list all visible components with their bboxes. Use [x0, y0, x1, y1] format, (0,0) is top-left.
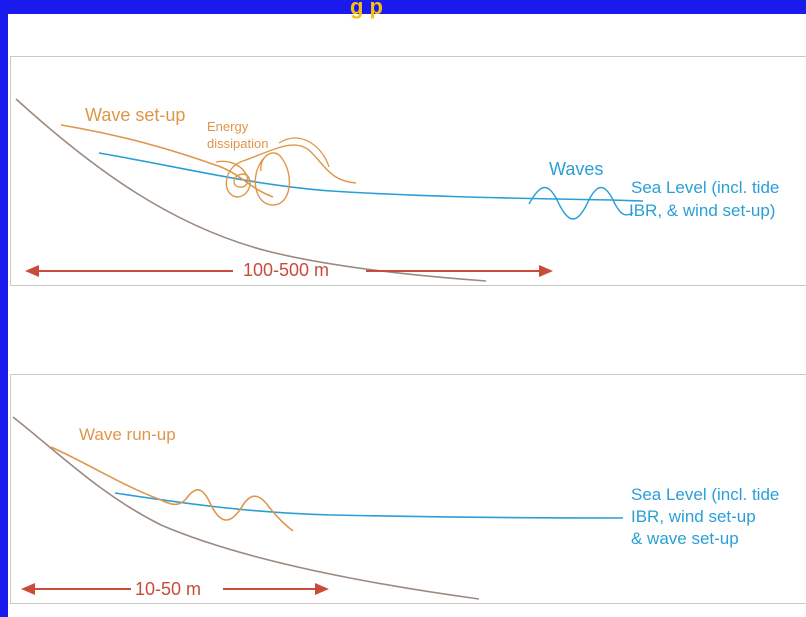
sea-level-label-line3: & wave set-up: [631, 529, 739, 548]
ground-profile: [15, 98, 487, 282]
breaking-wave-curl: [215, 144, 357, 198]
sea-level-label-line1: Sea Level (incl. tide: [631, 485, 780, 504]
distance-arrow-left-head: [21, 583, 35, 595]
breaking-wave-front: [254, 152, 291, 206]
energy-label-line1: Energy: [207, 119, 249, 134]
distance-arrow-right-head: [315, 583, 329, 595]
sea-level-label-line2: IBR, & wind set-up): [629, 201, 776, 220]
wave-setup-label: Wave set-up: [85, 105, 186, 125]
sea-level-label-line1: Sea Level (incl. tide: [631, 178, 780, 197]
top-diagram-panel: Wave set-up Energy dissipation Waves Sea…: [10, 56, 806, 286]
distance-label: 10-50 m: [135, 579, 202, 599]
distance-arrow-left-head: [25, 265, 39, 277]
slide-title-fragment: g p: [350, 0, 383, 19]
sea-level-label-line2: IBR, wind set-up: [631, 507, 756, 526]
sea-level-line: [98, 152, 644, 202]
top-diagram-svg: [15, 98, 644, 282]
energy-swirl: [278, 137, 330, 168]
distance-arrow-right-head: [539, 265, 553, 277]
bottom-diagram-svg: [12, 416, 624, 600]
wave-runup-label: Wave run-up: [79, 425, 176, 444]
ground-profile: [12, 416, 480, 600]
offshore-waves: [528, 186, 634, 220]
bottom-diagram-panel: Wave run-up Sea Level (incl. tide IBR, w…: [10, 374, 806, 604]
top-title-strip: g p: [0, 0, 806, 19]
energy-label-line2: dissipation: [207, 136, 269, 151]
waves-label: Waves: [549, 159, 604, 179]
wave-setup-curve: [60, 124, 274, 198]
distance-label: 100-500 m: [243, 260, 330, 280]
wave-runup-curve: [50, 446, 294, 532]
sea-level-line: [114, 492, 624, 519]
left-frame-bar: [0, 0, 8, 617]
